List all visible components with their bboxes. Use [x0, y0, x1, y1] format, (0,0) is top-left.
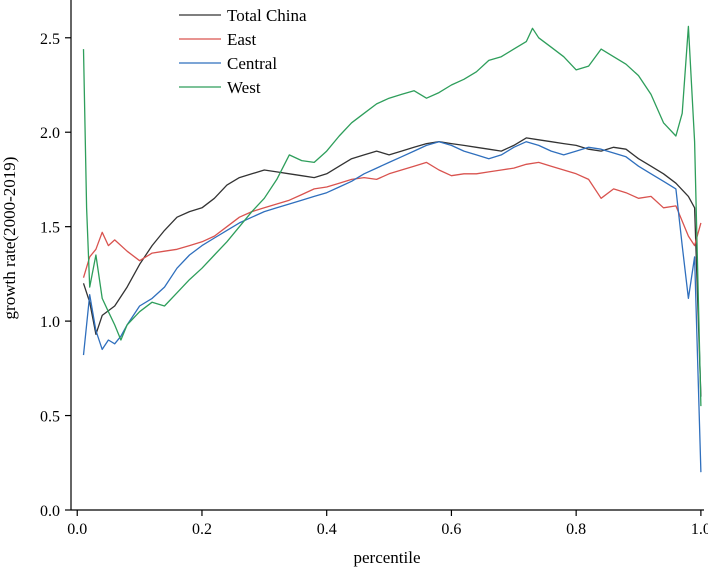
y-tick-label: 0.5: [40, 409, 60, 426]
series-line-west: [82, 25, 702, 407]
y-tick-label: 1.5: [40, 220, 60, 237]
y-tick-label: 2.0: [40, 125, 60, 142]
x-axis-label: percentile: [353, 548, 420, 567]
axes: 0.0 0.2 0.4 0.6 0.8 1.0 0.0 0.5 1.0 1.5 2.0 2.5: [40, 0, 708, 538]
x-ticks: 0.0 0.2 0.4 0.6 0.8 1.0: [67, 510, 708, 538]
x-tick-label: 0.4: [317, 521, 337, 538]
series-line-central: [82, 141, 702, 473]
series-line-east: [82, 161, 702, 278]
x-tick-label: 0.2: [192, 521, 212, 538]
x-tick-label: 1.0: [691, 521, 708, 538]
y-axis-label: growth rate(2000-2019): [0, 157, 19, 320]
legend-label-west: West: [227, 78, 261, 97]
y-tick-label: 0.0: [40, 503, 60, 520]
y-ticks: 0.0 0.5 1.0 1.5 2.0 2.5: [40, 31, 71, 520]
x-tick-label: 0.0: [67, 521, 87, 538]
x-tick-label: 0.8: [566, 521, 586, 538]
y-tick-label: 2.5: [40, 31, 60, 48]
legend-label-central: Central: [227, 54, 277, 73]
legend: Total China East Central West: [179, 6, 307, 97]
plot-area: [82, 25, 702, 473]
legend-label-east: East: [227, 30, 257, 49]
x-tick-label: 0.6: [441, 521, 461, 538]
legend-label-total-china: Total China: [227, 6, 307, 25]
y-tick-label: 1.0: [40, 314, 60, 331]
